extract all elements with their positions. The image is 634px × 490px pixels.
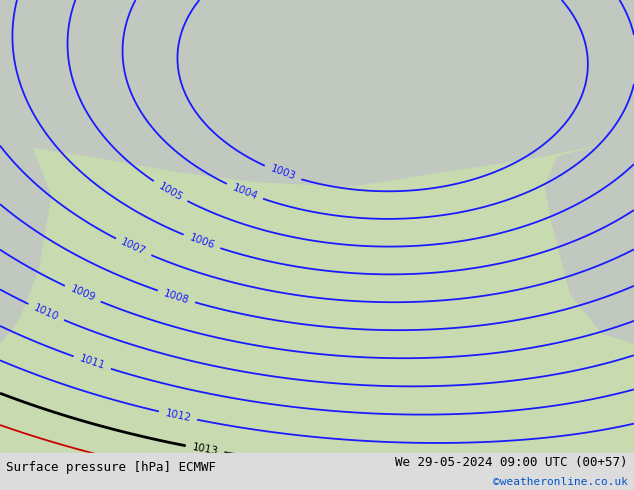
Text: ©weatheronline.co.uk: ©weatheronline.co.uk (493, 477, 628, 487)
Text: We 29-05-2024 09:00 UTC (00+57): We 29-05-2024 09:00 UTC (00+57) (395, 456, 628, 469)
Text: 1004: 1004 (231, 182, 259, 201)
Text: 1013: 1013 (191, 442, 219, 457)
Polygon shape (545, 137, 634, 343)
Text: 1011: 1011 (78, 354, 107, 371)
Text: 1015: 1015 (65, 471, 93, 487)
Polygon shape (0, 137, 51, 343)
Text: 1005: 1005 (157, 181, 184, 202)
Text: 1006: 1006 (188, 233, 216, 251)
Polygon shape (0, 0, 634, 186)
Text: Surface pressure [hPa] ECMWF: Surface pressure [hPa] ECMWF (6, 462, 216, 474)
Text: 1008: 1008 (162, 288, 190, 305)
Text: 1009: 1009 (68, 284, 96, 304)
Bar (0, 453, 634, 490)
Text: 1007: 1007 (119, 237, 148, 257)
Text: 1003: 1003 (269, 164, 297, 182)
Text: 1010: 1010 (32, 302, 60, 322)
Text: 1014: 1014 (264, 481, 292, 490)
Text: 1012: 1012 (164, 408, 192, 423)
